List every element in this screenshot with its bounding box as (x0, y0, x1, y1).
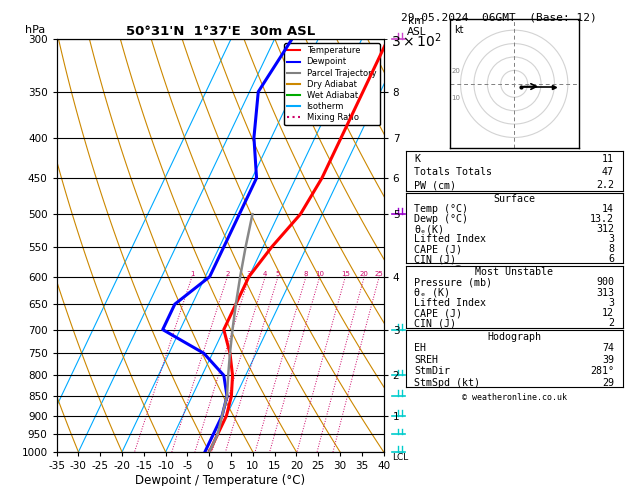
Text: K: K (415, 154, 420, 164)
Text: kt: kt (454, 25, 463, 35)
Text: 281°: 281° (590, 366, 614, 376)
Text: LCL: LCL (392, 453, 408, 462)
Text: km
ASL: km ASL (406, 16, 426, 37)
Text: 5: 5 (276, 271, 280, 277)
Text: 29: 29 (602, 378, 614, 388)
Text: 10: 10 (451, 95, 460, 101)
Text: PW (cm): PW (cm) (415, 180, 457, 190)
Text: Dewp (°C): Dewp (°C) (415, 214, 469, 224)
Text: Pressure (mb): Pressure (mb) (415, 278, 493, 287)
Text: StmDir: StmDir (415, 366, 450, 376)
Legend: Temperature, Dewpoint, Parcel Trajectory, Dry Adiabat, Wet Adiabat, Isotherm, Mi: Temperature, Dewpoint, Parcel Trajectory… (284, 43, 379, 125)
Text: 900: 900 (596, 278, 614, 287)
Text: Most Unstable: Most Unstable (475, 267, 554, 277)
Text: 11: 11 (602, 154, 614, 164)
Text: CIN (J): CIN (J) (415, 254, 457, 264)
Text: 2.2: 2.2 (596, 180, 614, 190)
Text: θₑ(K): θₑ(K) (415, 224, 444, 234)
Text: 8: 8 (608, 244, 614, 254)
Text: 1: 1 (190, 271, 194, 277)
Text: Surface: Surface (493, 194, 535, 204)
Text: 39: 39 (602, 355, 614, 365)
Text: 3: 3 (608, 234, 614, 244)
Text: 12: 12 (602, 308, 614, 318)
Text: SREH: SREH (415, 355, 438, 365)
Text: θₑ (K): θₑ (K) (415, 288, 450, 297)
Text: 74: 74 (602, 343, 614, 353)
Text: Lifted Index: Lifted Index (415, 298, 486, 308)
Text: EH: EH (415, 343, 426, 353)
Text: 2: 2 (225, 271, 230, 277)
Text: StmSpd (kt): StmSpd (kt) (415, 378, 481, 388)
X-axis label: Dewpoint / Temperature (°C): Dewpoint / Temperature (°C) (135, 474, 305, 486)
Text: Temp (°C): Temp (°C) (415, 204, 469, 214)
Text: Hodograph: Hodograph (487, 332, 541, 342)
Text: 313: 313 (596, 288, 614, 297)
Text: 3: 3 (247, 271, 252, 277)
Text: 14: 14 (602, 204, 614, 214)
Text: 3: 3 (608, 298, 614, 308)
Text: 6: 6 (608, 254, 614, 264)
Text: 312: 312 (596, 224, 614, 234)
Text: 4: 4 (263, 271, 267, 277)
Text: 20: 20 (360, 271, 369, 277)
Text: hPa: hPa (25, 25, 45, 35)
Text: CAPE (J): CAPE (J) (415, 308, 462, 318)
Text: 47: 47 (602, 167, 614, 177)
Text: 20: 20 (451, 68, 460, 74)
Y-axis label: Mixing Ratio (g/kg): Mixing Ratio (g/kg) (452, 196, 462, 295)
Text: CIN (J): CIN (J) (415, 318, 457, 329)
Text: 2: 2 (608, 318, 614, 329)
Text: 29.05.2024  06GMT  (Base: 12): 29.05.2024 06GMT (Base: 12) (401, 12, 597, 22)
Text: Totals Totals: Totals Totals (415, 167, 493, 177)
Text: 8: 8 (304, 271, 308, 277)
Text: 25: 25 (375, 271, 384, 277)
Text: © weatheronline.co.uk: © weatheronline.co.uk (462, 393, 567, 402)
Text: 15: 15 (341, 271, 350, 277)
Text: 10: 10 (315, 271, 324, 277)
Text: CAPE (J): CAPE (J) (415, 244, 462, 254)
Title: 50°31'N  1°37'E  30m ASL: 50°31'N 1°37'E 30m ASL (126, 25, 314, 38)
Text: Lifted Index: Lifted Index (415, 234, 486, 244)
Text: 13.2: 13.2 (590, 214, 614, 224)
